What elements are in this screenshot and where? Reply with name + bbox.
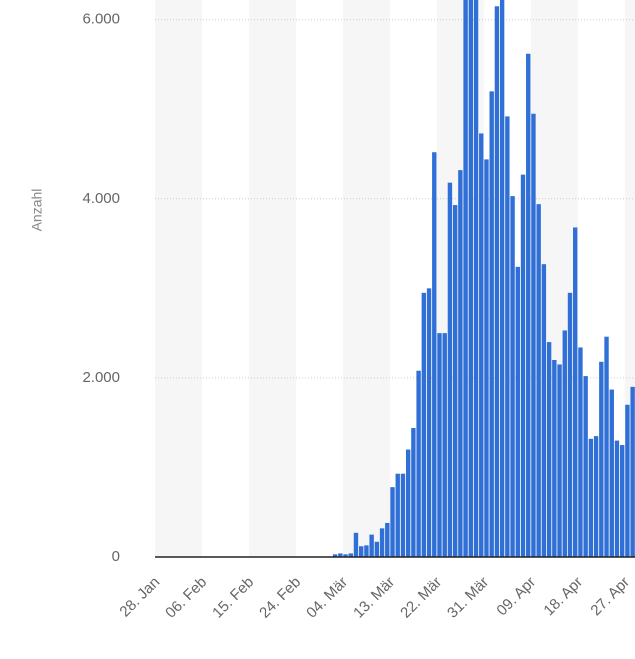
bar [353, 532, 359, 557]
bar [452, 205, 458, 557]
bar [473, 0, 479, 557]
bar [390, 487, 395, 557]
stripe [248, 0, 296, 557]
bar [599, 361, 604, 557]
y-tick-label: 6.000 [82, 11, 120, 28]
x-tick-label: 28. Jan [116, 574, 163, 621]
y-axis-label: Anzahl [29, 189, 45, 232]
bar [567, 292, 573, 557]
bar [405, 449, 411, 557]
x-tick-label: 24. Feb [256, 574, 304, 622]
bar [499, 0, 505, 557]
bar [332, 554, 338, 557]
bar [400, 473, 406, 557]
x-tick-label: 22. Mär [397, 574, 445, 622]
bar [593, 436, 599, 557]
bar [338, 553, 343, 557]
bar [531, 113, 536, 557]
bar [385, 522, 390, 557]
bar [614, 440, 620, 557]
bar [609, 389, 614, 557]
bar [479, 133, 484, 557]
bar [468, 0, 474, 557]
y-tick-label: 4.000 [82, 190, 120, 207]
bar [588, 438, 594, 557]
bar [343, 554, 348, 557]
bar [515, 266, 520, 557]
bar [557, 364, 562, 557]
bar [437, 333, 442, 557]
bar [395, 473, 400, 557]
bar [625, 404, 630, 557]
bar [364, 545, 369, 557]
stripe [155, 0, 202, 557]
x-tick-label: 15. Feb [209, 574, 257, 622]
bar [484, 159, 489, 557]
bar [510, 196, 515, 558]
stripe [342, 0, 390, 557]
bar [458, 170, 463, 557]
bar [379, 528, 385, 557]
bar [520, 174, 526, 557]
x-tick-label: 09. Apr [493, 574, 539, 620]
x-tick-label: 31. Mär [444, 574, 492, 622]
bar [447, 182, 453, 557]
bar [374, 541, 380, 557]
bar [573, 227, 578, 557]
bar [348, 553, 353, 557]
x-tick-label: 06. Feb [162, 574, 210, 622]
bar [526, 53, 531, 557]
bar [416, 370, 421, 557]
bar [630, 386, 635, 557]
bar [541, 264, 547, 557]
y-tick-label: 0 [112, 548, 120, 565]
bar [536, 204, 541, 557]
x-tick-label: 18. Apr [540, 574, 586, 620]
bar [426, 288, 432, 557]
stripe [624, 0, 635, 557]
bar [489, 91, 494, 558]
bar [442, 333, 447, 557]
bar [546, 342, 552, 557]
bar [583, 376, 588, 557]
bar [411, 428, 416, 557]
x-tick-label: 04. Mär [303, 574, 351, 622]
y-tick-label: 2.000 [82, 369, 120, 386]
x-tick-label: 13. Mär [350, 574, 398, 622]
bar [505, 116, 510, 557]
bar [604, 336, 609, 557]
bar [619, 445, 625, 557]
bar [463, 0, 468, 557]
bar [562, 330, 567, 557]
bar [432, 152, 437, 557]
bar [358, 546, 364, 557]
bar [578, 347, 583, 557]
bar [421, 292, 427, 557]
x-tick-label: 27. Apr [587, 574, 633, 620]
bar [494, 6, 500, 557]
bar [552, 359, 557, 557]
bar [369, 534, 374, 557]
